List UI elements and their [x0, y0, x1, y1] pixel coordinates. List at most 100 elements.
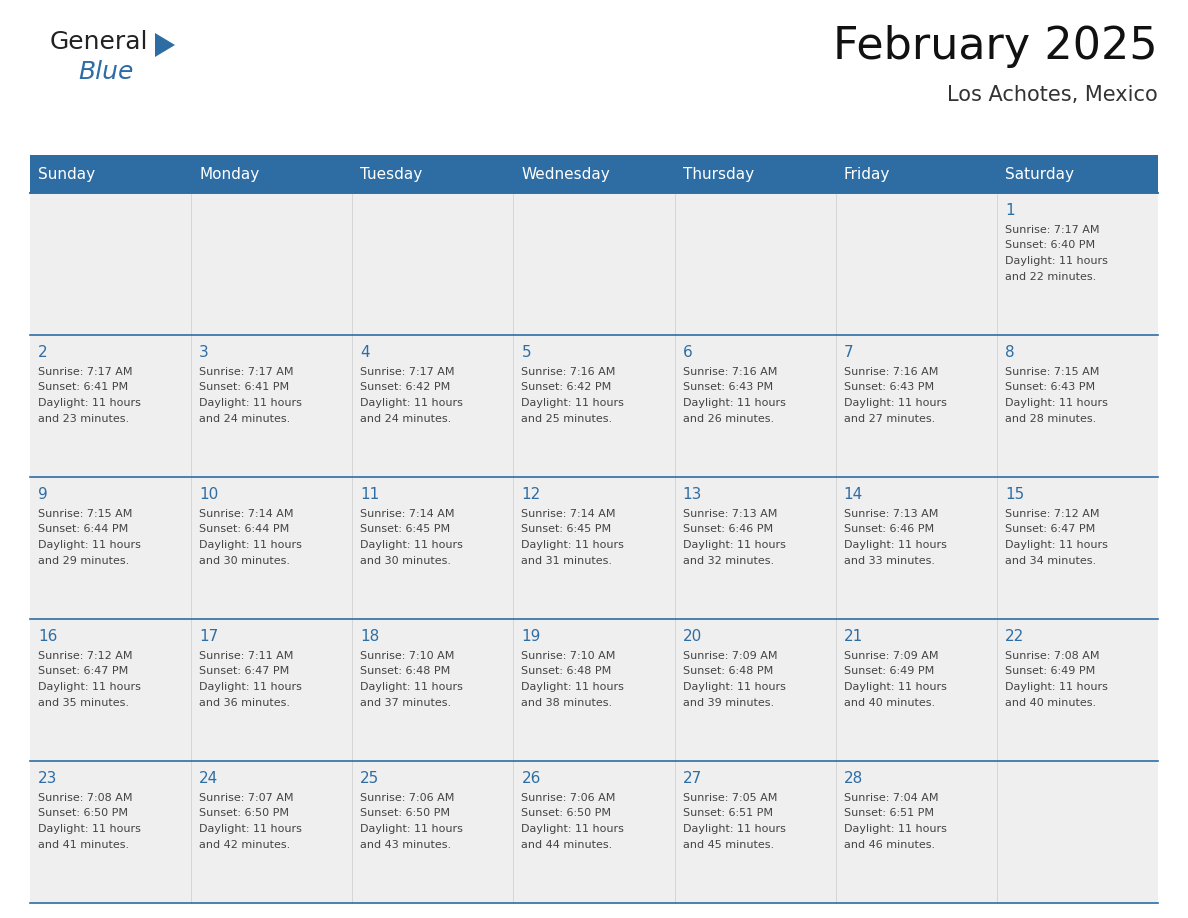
Text: and 25 minutes.: and 25 minutes.: [522, 413, 613, 423]
Text: Sunset: 6:50 PM: Sunset: 6:50 PM: [38, 809, 128, 819]
Bar: [513, 193, 675, 335]
Text: 28: 28: [843, 771, 862, 786]
Text: and 34 minutes.: and 34 minutes.: [1005, 555, 1097, 565]
Text: Thursday: Thursday: [683, 166, 753, 182]
Text: and 35 minutes.: and 35 minutes.: [38, 698, 129, 708]
Bar: [513, 477, 675, 619]
Bar: [835, 193, 997, 335]
Bar: [675, 335, 835, 477]
Text: Sunrise: 7:07 AM: Sunrise: 7:07 AM: [200, 793, 293, 803]
Text: Daylight: 11 hours: Daylight: 11 hours: [522, 824, 625, 834]
Text: Sunrise: 7:06 AM: Sunrise: 7:06 AM: [522, 793, 615, 803]
Text: Friday: Friday: [843, 166, 890, 182]
Text: 19: 19: [522, 629, 541, 644]
Text: Sunrise: 7:12 AM: Sunrise: 7:12 AM: [38, 651, 133, 661]
Text: Daylight: 11 hours: Daylight: 11 hours: [1005, 682, 1107, 692]
Text: Sunset: 6:50 PM: Sunset: 6:50 PM: [360, 809, 450, 819]
Polygon shape: [154, 33, 175, 57]
Text: Daylight: 11 hours: Daylight: 11 hours: [522, 682, 625, 692]
Text: and 24 minutes.: and 24 minutes.: [200, 413, 290, 423]
Text: and 38 minutes.: and 38 minutes.: [522, 698, 613, 708]
Text: Daylight: 11 hours: Daylight: 11 hours: [360, 682, 463, 692]
Text: Sunset: 6:48 PM: Sunset: 6:48 PM: [683, 666, 773, 677]
Text: and 41 minutes.: and 41 minutes.: [38, 839, 129, 849]
Text: and 44 minutes.: and 44 minutes.: [522, 839, 613, 849]
Text: Daylight: 11 hours: Daylight: 11 hours: [38, 398, 141, 408]
Text: Daylight: 11 hours: Daylight: 11 hours: [38, 682, 141, 692]
Text: 26: 26: [522, 771, 541, 786]
Bar: [30, 619, 191, 761]
Bar: [675, 619, 835, 761]
Text: 12: 12: [522, 487, 541, 502]
Text: Sunset: 6:40 PM: Sunset: 6:40 PM: [1005, 241, 1095, 251]
Text: and 32 minutes.: and 32 minutes.: [683, 555, 773, 565]
Text: Wednesday: Wednesday: [522, 166, 611, 182]
Text: Sunset: 6:47 PM: Sunset: 6:47 PM: [200, 666, 290, 677]
Text: Daylight: 11 hours: Daylight: 11 hours: [843, 540, 947, 550]
Text: Tuesday: Tuesday: [360, 166, 423, 182]
Bar: [353, 619, 513, 761]
Text: and 23 minutes.: and 23 minutes.: [38, 413, 129, 423]
Text: 13: 13: [683, 487, 702, 502]
Text: and 28 minutes.: and 28 minutes.: [1005, 413, 1097, 423]
Text: Sunset: 6:42 PM: Sunset: 6:42 PM: [360, 383, 450, 393]
Text: Sunset: 6:45 PM: Sunset: 6:45 PM: [360, 524, 450, 534]
Text: Daylight: 11 hours: Daylight: 11 hours: [200, 398, 302, 408]
Text: Los Achotes, Mexico: Los Achotes, Mexico: [947, 85, 1158, 105]
Bar: [997, 193, 1158, 335]
Bar: [30, 193, 191, 335]
Text: and 29 minutes.: and 29 minutes.: [38, 555, 129, 565]
Text: Sunset: 6:50 PM: Sunset: 6:50 PM: [522, 809, 612, 819]
Text: Sunset: 6:46 PM: Sunset: 6:46 PM: [683, 524, 772, 534]
Text: Sunrise: 7:10 AM: Sunrise: 7:10 AM: [522, 651, 615, 661]
Text: Daylight: 11 hours: Daylight: 11 hours: [1005, 398, 1107, 408]
Text: 16: 16: [38, 629, 57, 644]
Text: 24: 24: [200, 771, 219, 786]
Text: Daylight: 11 hours: Daylight: 11 hours: [200, 540, 302, 550]
Text: Sunset: 6:51 PM: Sunset: 6:51 PM: [843, 809, 934, 819]
Text: Sunset: 6:44 PM: Sunset: 6:44 PM: [200, 524, 290, 534]
Text: Sunrise: 7:12 AM: Sunrise: 7:12 AM: [1005, 509, 1099, 519]
Text: and 36 minutes.: and 36 minutes.: [200, 698, 290, 708]
Text: Sunset: 6:44 PM: Sunset: 6:44 PM: [38, 524, 128, 534]
Text: and 43 minutes.: and 43 minutes.: [360, 839, 451, 849]
Text: Sunset: 6:41 PM: Sunset: 6:41 PM: [200, 383, 289, 393]
Bar: [675, 193, 835, 335]
Text: and 30 minutes.: and 30 minutes.: [200, 555, 290, 565]
Text: Sunrise: 7:05 AM: Sunrise: 7:05 AM: [683, 793, 777, 803]
Text: and 30 minutes.: and 30 minutes.: [360, 555, 451, 565]
Text: 8: 8: [1005, 345, 1015, 360]
Bar: [513, 335, 675, 477]
Text: Blue: Blue: [78, 60, 133, 84]
Text: and 37 minutes.: and 37 minutes.: [360, 698, 451, 708]
Text: Sunrise: 7:16 AM: Sunrise: 7:16 AM: [522, 367, 615, 377]
Text: 2: 2: [38, 345, 48, 360]
Text: Daylight: 11 hours: Daylight: 11 hours: [1005, 540, 1107, 550]
Text: and 26 minutes.: and 26 minutes.: [683, 413, 773, 423]
Text: Daylight: 11 hours: Daylight: 11 hours: [38, 540, 141, 550]
Text: Daylight: 11 hours: Daylight: 11 hours: [522, 540, 625, 550]
Text: Sunrise: 7:06 AM: Sunrise: 7:06 AM: [360, 793, 455, 803]
Bar: [30, 761, 191, 903]
Text: Sunrise: 7:14 AM: Sunrise: 7:14 AM: [200, 509, 293, 519]
Text: General: General: [50, 30, 148, 54]
Text: and 40 minutes.: and 40 minutes.: [1005, 698, 1097, 708]
Text: Sunrise: 7:17 AM: Sunrise: 7:17 AM: [1005, 225, 1099, 235]
Bar: [191, 761, 353, 903]
Text: Sunset: 6:43 PM: Sunset: 6:43 PM: [1005, 383, 1095, 393]
Bar: [835, 761, 997, 903]
Text: Sunrise: 7:13 AM: Sunrise: 7:13 AM: [683, 509, 777, 519]
Text: Sunrise: 7:16 AM: Sunrise: 7:16 AM: [683, 367, 777, 377]
Text: Sunrise: 7:10 AM: Sunrise: 7:10 AM: [360, 651, 455, 661]
Bar: [30, 155, 1158, 193]
Bar: [191, 619, 353, 761]
Text: Daylight: 11 hours: Daylight: 11 hours: [843, 682, 947, 692]
Text: Daylight: 11 hours: Daylight: 11 hours: [200, 824, 302, 834]
Bar: [30, 477, 191, 619]
Text: Sunrise: 7:17 AM: Sunrise: 7:17 AM: [38, 367, 133, 377]
Text: Sunset: 6:49 PM: Sunset: 6:49 PM: [843, 666, 934, 677]
Text: February 2025: February 2025: [833, 25, 1158, 68]
Bar: [835, 335, 997, 477]
Text: 11: 11: [360, 487, 379, 502]
Text: 22: 22: [1005, 629, 1024, 644]
